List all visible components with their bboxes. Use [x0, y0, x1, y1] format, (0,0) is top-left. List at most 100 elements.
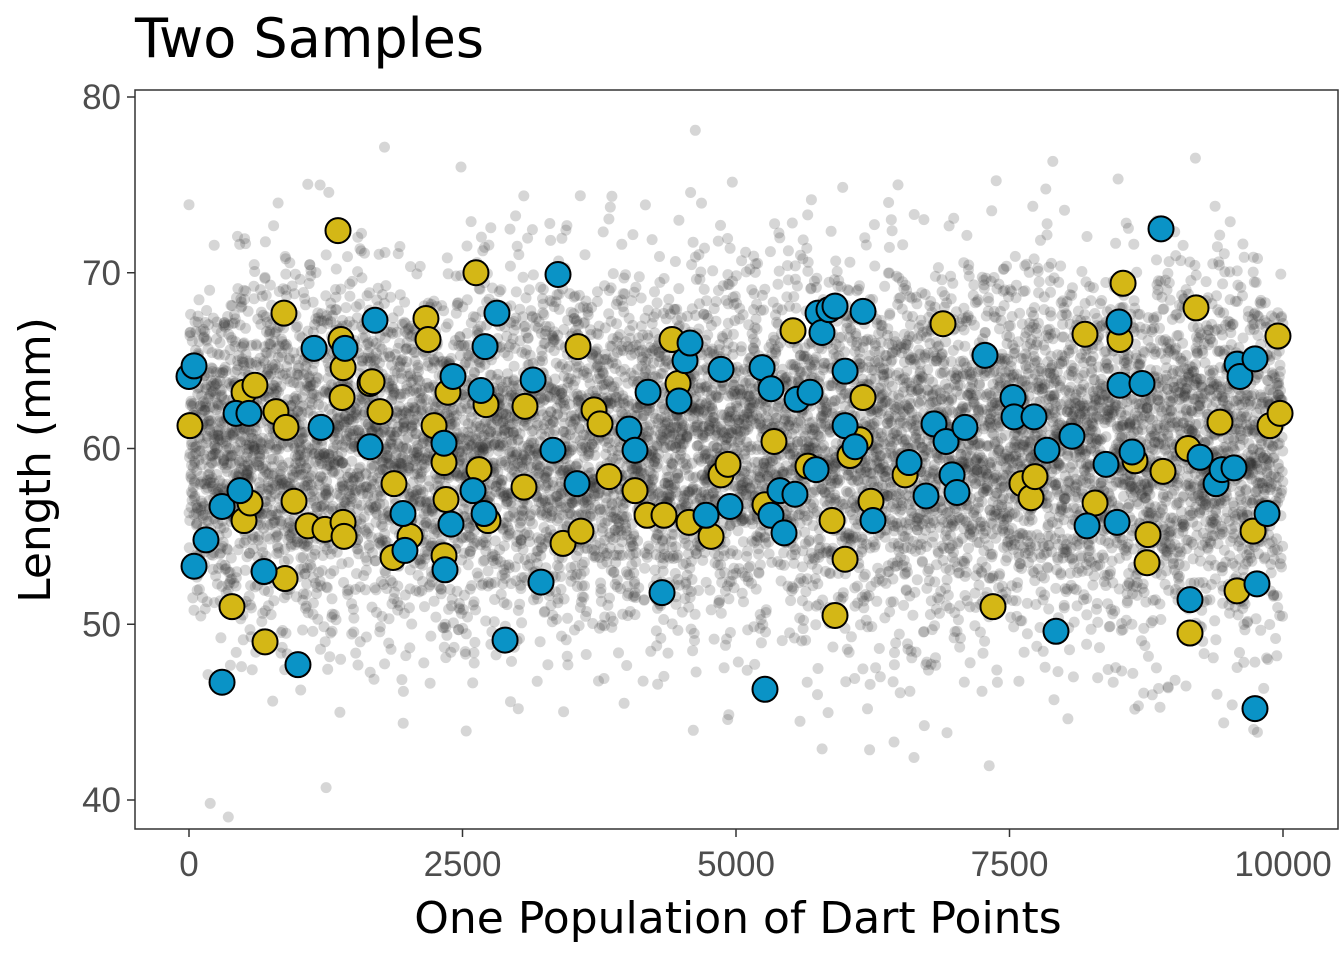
population-point [196, 390, 208, 402]
population-point [219, 319, 231, 331]
population-point [184, 448, 196, 460]
population-point [196, 459, 207, 471]
population-point [195, 400, 206, 412]
population-point [199, 478, 211, 490]
population-point [199, 404, 211, 416]
population-point [655, 632, 667, 644]
population-point [397, 685, 409, 697]
population-point [658, 670, 670, 682]
population-point [199, 509, 211, 521]
population-point [350, 647, 362, 659]
population-point [662, 647, 674, 659]
population-point [197, 396, 209, 408]
population-point [698, 283, 710, 295]
population-point [673, 472, 684, 484]
population-point [385, 291, 397, 303]
population-point [200, 437, 212, 449]
population-point [466, 580, 478, 592]
population-point [553, 303, 565, 315]
population-point [718, 662, 730, 674]
population-point [330, 304, 342, 316]
population-point [225, 451, 237, 463]
population-point [218, 320, 230, 332]
population-point [212, 483, 224, 495]
population-point [343, 556, 354, 568]
population-point [216, 559, 228, 571]
population-point [199, 326, 211, 338]
population-point [531, 675, 543, 687]
population-point [214, 367, 226, 379]
population-point [211, 469, 223, 480]
population-point [216, 482, 228, 494]
population-point [397, 717, 409, 729]
population-point [213, 349, 225, 361]
population-point [284, 257, 296, 269]
population-point [198, 332, 210, 344]
population-point [211, 348, 223, 360]
population-point [220, 440, 232, 452]
population-point [186, 459, 198, 471]
population-point [280, 627, 292, 639]
population-point [212, 517, 224, 529]
population-point [578, 591, 590, 603]
population-point [201, 474, 213, 486]
population-point [218, 522, 230, 534]
population-point [224, 577, 236, 588]
population-point [190, 499, 202, 511]
population-point [214, 337, 226, 349]
population-point [208, 402, 219, 413]
population-point [726, 176, 738, 188]
population-point [221, 543, 233, 555]
population-point [715, 607, 727, 619]
population-point [203, 462, 215, 474]
population-point [522, 332, 534, 344]
population-point [368, 673, 380, 685]
population-point [204, 401, 216, 413]
population-point [220, 445, 232, 456]
population-point [686, 574, 698, 585]
population-point [630, 281, 642, 293]
population-point [344, 290, 356, 302]
population-point [223, 450, 235, 462]
population-point [185, 326, 196, 338]
population-point [518, 190, 530, 202]
population-point [197, 512, 209, 524]
population-point [202, 469, 214, 481]
population-point [216, 540, 228, 552]
population-point [187, 461, 199, 473]
population-point [217, 536, 229, 548]
population-point [633, 582, 645, 594]
population-point [268, 595, 280, 607]
population-point [589, 449, 601, 461]
population-point [537, 355, 549, 367]
population-point [208, 239, 220, 251]
population-point [544, 218, 556, 229]
population-point [195, 476, 207, 488]
population-point [206, 457, 218, 469]
population-point [516, 617, 528, 629]
population-point [399, 296, 411, 308]
population-point [394, 241, 406, 252]
population-point [249, 266, 261, 277]
population-point [207, 563, 219, 575]
population-point [206, 443, 218, 455]
population-point [240, 238, 252, 250]
population-point [216, 580, 228, 592]
population-point [223, 566, 234, 578]
population-point [187, 488, 198, 499]
population-point [194, 400, 206, 412]
population-point [527, 269, 539, 281]
population-point [379, 658, 391, 670]
population-point [184, 327, 196, 339]
population-point [314, 179, 326, 191]
population-point [205, 477, 217, 489]
population-point [514, 598, 526, 610]
population-point [195, 325, 207, 337]
population-point [217, 367, 229, 379]
population-point [687, 724, 699, 736]
population-point [206, 386, 218, 397]
population-point [651, 297, 663, 309]
population-point [414, 260, 426, 272]
population-point [209, 440, 221, 452]
population-point [352, 659, 364, 671]
